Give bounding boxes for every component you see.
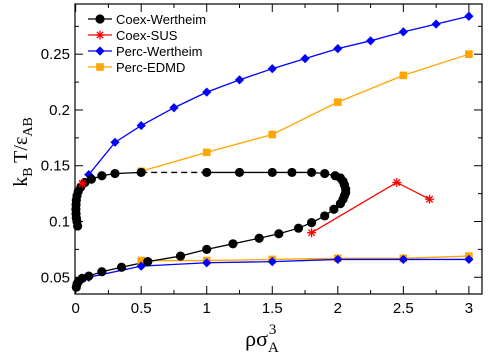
x-tick-label: 1 [203,300,211,317]
perc-edmd-point [334,98,342,106]
coex-wertheim-point [254,233,264,243]
perc-edmd-point [137,256,145,265]
perc-edmd-point [202,148,211,157]
perc-edmd-lower-line [141,255,469,262]
perc-wertheim-point [267,257,277,267]
coex-wertheim-point [97,171,107,181]
y-tick-label: 0.2 [49,102,70,119]
perc-wertheim-point [300,54,310,64]
coex-wertheim-point [202,244,212,254]
coex-sus-point [307,228,317,238]
perc-wertheim-point [464,254,474,265]
x-tick-label: 0.5 [131,300,152,317]
legend-label: Coex-SUS [116,28,178,43]
legend-label: Coex-Wertheim [116,12,206,27]
coex-wertheim-point [267,167,277,178]
perc-wertheim-point [234,75,245,85]
coex-wertheim-point [84,271,94,281]
y-axis-title-main: k [10,177,32,187]
perc-wertheim-point [110,137,120,147]
coex-sus-point [425,194,435,204]
coex-wertheim-point [110,168,120,179]
perc-wertheim-point [398,27,408,37]
coex-wertheim-point [116,262,127,272]
legend-label: Perc-EDMD [116,60,185,75]
coex-wertheim-point [234,167,245,178]
coex-wertheim-point [228,239,238,249]
coex-wertheim-point [73,221,83,231]
coex-wertheim-point [274,229,284,239]
legend-label: Perc-Wertheim [116,44,202,59]
legend-item: Perc-Wertheim [88,44,202,59]
coex-wertheim-low-line [75,192,347,288]
y-axis-title-sub2: AB [21,117,36,136]
legend-marker [96,63,104,71]
axis-ticks: 0 0.5 1 1.5 2 2.5 3 0.05 0.1 0.15 0.2 0.25 [41,4,482,317]
perc-edmd-upper-line [141,53,470,172]
series-layer [71,11,474,292]
coex-wertheim-point [293,223,304,233]
legend-marker [95,46,105,56]
perc-wertheim-point [398,254,408,265]
coex-wertheim-point [330,171,340,181]
y-tick-label: 0.05 [41,269,70,286]
y-tick-label: 0.15 [41,158,70,175]
legend-marker [95,30,105,40]
y-tick-label: 0.1 [49,214,70,231]
perc-wertheim-point [333,44,343,54]
x-tick-label: 0 [71,300,79,317]
x-axis-title-sub: A [268,340,279,356]
perc-wertheim-point [267,64,277,74]
x-tick-label: 1.5 [262,300,283,317]
coex-wertheim-point [175,251,186,261]
perc-wertheim-point [136,120,146,131]
coex-wertheim-point [320,211,330,221]
perc-edmd-point [268,130,277,139]
x-tick-label: 2 [334,300,342,317]
coex-sus-point [392,177,402,187]
x-axis-title-sup: 3 [269,322,277,338]
perc-wertheim-point [202,258,212,268]
perc-wertheim-point [202,87,212,97]
perc-wertheim-point [169,103,179,113]
y-tick-label: 0.25 [41,46,70,63]
x-tick-label: 3 [465,300,473,317]
coex-wertheim-point [329,204,339,214]
coex-wertheim-point [287,167,297,178]
x-axis-title-main: ρσ [245,326,268,351]
legend-item: Coex-Wertheim [88,12,206,27]
legend: Coex-WertheimCoex-SUSPerc-WertheimPerc-E… [88,12,206,75]
coex-sus-point [77,179,87,189]
legend-marker [95,14,105,24]
x-axis-title: ρσA 3 [245,322,279,356]
y-axis-title-sub1: B [21,167,36,176]
coex-wertheim-point [306,167,317,178]
legend-item: Perc-EDMD [88,60,185,75]
y-axis-title: kB T/εAB [10,117,36,187]
perc-edmd-point [465,50,473,58]
coex-wertheim-point [97,267,107,277]
plot-frame [74,3,483,295]
perc-wertheim-point [136,261,146,271]
x-tick-label: 2.5 [393,300,414,317]
coex-sus-line [311,181,430,234]
y-axis-title-mid: T/ε [10,137,32,168]
coex-wertheim-point [320,168,330,179]
perc-wertheim-point [464,11,474,21]
legend-item: Coex-SUS [88,28,178,43]
perc-wertheim-point [431,19,441,29]
coex-wertheim-point [202,167,212,178]
perc-wertheim-point [333,254,343,265]
coex-wertheim-point [143,257,153,267]
perc-edmd-point [399,71,408,80]
coex-wertheim-point [306,218,317,228]
coex-wertheim-point [136,167,146,178]
perc-wertheim-point [365,36,376,46]
